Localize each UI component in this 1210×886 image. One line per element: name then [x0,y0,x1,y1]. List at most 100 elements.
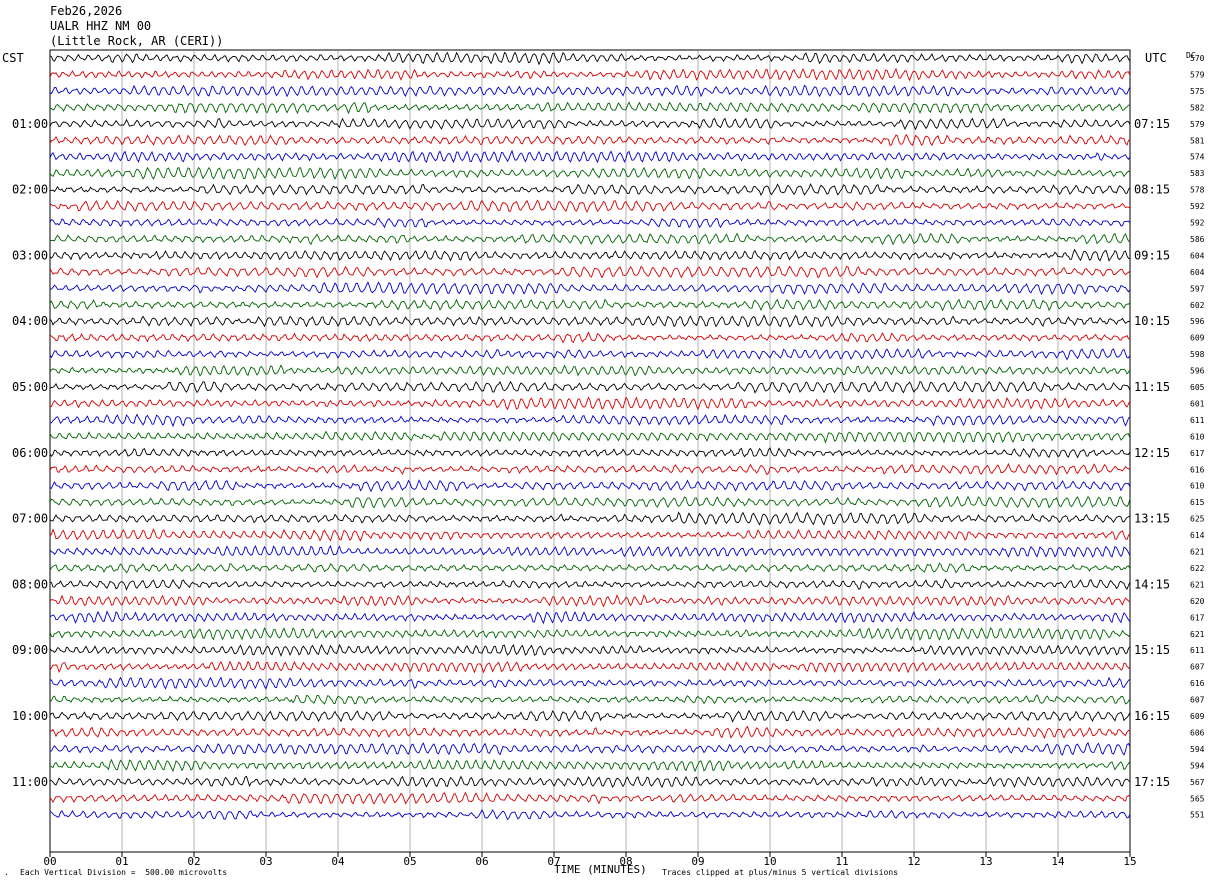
left-timezone-label: CST [2,51,24,65]
left-hour-label: 07:00 [12,512,48,526]
seismic-trace [49,199,1131,213]
dc-offset-label: 611 [1190,646,1205,655]
station-location: (Little Rock, AR (CERI)) [50,34,224,48]
x-tick-label: 00 [43,855,56,868]
seismic-trace [49,709,1131,723]
dc-offset-label: 596 [1190,367,1205,376]
seismic-trace [49,314,1131,328]
dc-offset-label: 602 [1190,301,1205,310]
seismic-trace [49,248,1131,262]
seismic-trace [49,495,1131,509]
seismic-trace [49,117,1131,131]
dc-offset-label: 582 [1190,103,1205,112]
x-tick-label: 03 [259,855,272,868]
seismic-trace [49,232,1131,246]
dc-offset-label: 565 [1190,794,1205,803]
x-tick-label: 10 [763,855,776,868]
dc-offset-label: 621 [1190,630,1205,639]
x-tick-label: 14 [1051,855,1065,868]
dc-offset-label: 614 [1190,531,1205,540]
dc-offset-label: 605 [1190,383,1205,392]
left-hour-label: 04:00 [12,314,48,328]
x-axis-label: TIME (MINUTES) [554,863,647,876]
dc-offset-label: 597 [1190,284,1205,293]
x-tick-label: 05 [403,855,416,868]
dc-offset-label: 606 [1190,728,1205,737]
dc-offset-label: 574 [1190,153,1205,162]
right-timezone-label: UTC [1145,51,1167,65]
x-tick-label: 08 [619,855,632,868]
dc-offset-label: 604 [1190,251,1205,260]
seismic-trace [49,809,1131,821]
seismic-trace [49,430,1131,444]
x-tick-label: 12 [907,855,920,868]
x-tick-label: 06 [475,855,488,868]
dc-offset-label: 583 [1190,169,1205,178]
left-hour-label: 02:00 [12,183,48,197]
dc-offset-label: 579 [1190,120,1205,129]
seismic-trace [49,84,1131,98]
dc-offset-label: 592 [1190,219,1205,228]
seismic-trace [49,594,1131,608]
dc-offset-label: 617 [1190,613,1205,622]
seismic-trace [49,413,1131,428]
seismic-trace [49,626,1131,641]
left-hour-label: 09:00 [12,643,48,657]
seismic-trace [49,660,1131,674]
seismic-trace [49,643,1131,657]
dc-offset-label: 609 [1190,334,1205,343]
dc-offset-label: 607 [1190,663,1205,672]
right-hour-label: 15:15 [1134,643,1170,657]
dc-offset-label: 615 [1190,498,1205,507]
seismic-trace [49,298,1131,312]
dc-offset-label: 592 [1190,202,1205,211]
dc-offset-label: 609 [1190,712,1205,721]
right-hour-label: 08:15 [1134,183,1170,197]
dc-offset-label: 551 [1190,811,1205,820]
seismic-trace [49,528,1131,542]
seismic-trace [49,364,1131,377]
seismic-trace [49,133,1131,147]
seismic-trace [49,758,1131,773]
seismic-trace [49,479,1131,493]
seismic-trace [49,741,1131,756]
seismic-trace [49,281,1131,296]
x-tick-label: 01 [115,855,128,868]
seismic-trace [49,562,1131,574]
seismic-trace [49,775,1131,789]
dc-offset-label: 621 [1190,580,1205,589]
dc-offset-label: 601 [1190,399,1205,408]
seismic-trace [49,511,1131,526]
right-hour-label: 11:15 [1134,380,1170,394]
dc-offset-label: 610 [1190,482,1205,491]
seismic-trace [49,217,1131,229]
dc-offset-label: 579 [1190,70,1205,79]
right-hour-label: 16:15 [1134,709,1170,723]
left-hour-label: 01:00 [12,117,48,131]
vertical-scale-note: Each Vertical Division = 500.00 microvol… [20,868,228,877]
seismic-trace [49,67,1131,82]
dc-offset-label: 594 [1190,745,1205,754]
right-hour-label: 09:15 [1134,248,1170,262]
seismic-trace [49,725,1131,740]
right-hour-label: 13:15 [1134,512,1170,526]
dc-offset-label: 581 [1190,136,1205,145]
dc-offset-label: 611 [1190,416,1205,425]
seismic-trace [49,149,1131,164]
seismic-trace [49,265,1131,279]
dc-offset-label: 596 [1190,317,1205,326]
seismic-trace [49,396,1131,411]
dc-offset-label: 610 [1190,432,1205,441]
left-hour-label: 08:00 [12,577,48,591]
seismic-trace [49,101,1131,115]
x-tick-label: 04 [331,855,345,868]
dc-header-label: DC [1186,51,1196,60]
dc-offset-label: 616 [1190,679,1205,688]
seismic-trace [49,791,1131,805]
x-tick-label: 02 [187,855,200,868]
dc-offset-label: 621 [1190,548,1205,557]
dc-offset-label: 617 [1190,449,1205,458]
seismic-trace [49,578,1131,591]
seismic-trace [49,676,1131,690]
